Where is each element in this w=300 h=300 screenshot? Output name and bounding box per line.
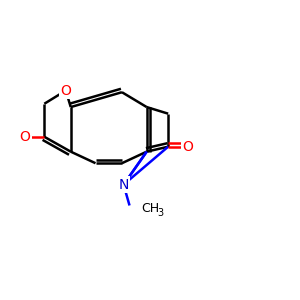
Text: O: O <box>182 140 193 154</box>
Text: CH: CH <box>141 202 160 215</box>
Text: O: O <box>20 130 30 144</box>
Text: N: N <box>118 178 129 192</box>
Text: O: O <box>60 84 71 98</box>
Text: 3: 3 <box>158 208 164 218</box>
